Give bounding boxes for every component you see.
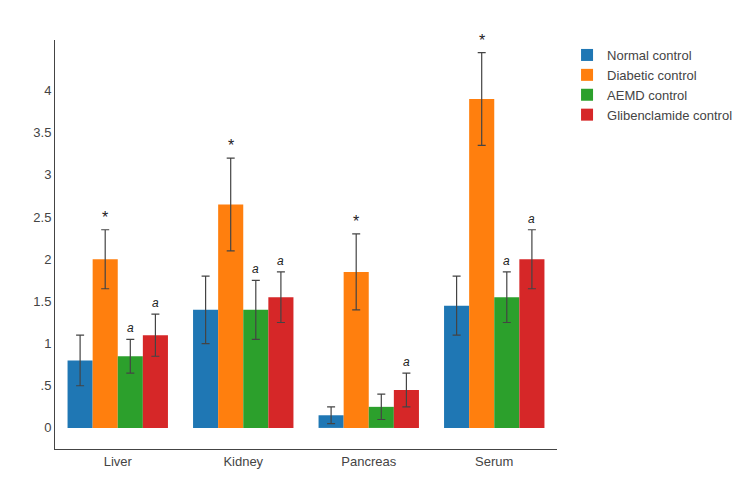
svg-text:3.5: 3.5 (33, 125, 51, 140)
svg-text:Serum: Serum (475, 454, 513, 469)
svg-text:*: * (228, 137, 234, 154)
svg-text:*: * (353, 213, 359, 230)
svg-text:Pancreas: Pancreas (341, 454, 396, 469)
svg-text:a: a (152, 296, 159, 310)
svg-text:2.5: 2.5 (33, 210, 51, 225)
svg-text:2: 2 (44, 252, 51, 267)
svg-text:a: a (503, 254, 510, 268)
svg-text:0: 0 (44, 420, 51, 435)
svg-text:3: 3 (44, 167, 51, 182)
svg-text:Diabetic control: Diabetic control (607, 68, 697, 83)
svg-text:Kidney: Kidney (223, 454, 263, 469)
svg-text:a: a (528, 212, 535, 226)
svg-text:AEMD control: AEMD control (607, 88, 687, 103)
svg-text:4: 4 (44, 83, 51, 98)
svg-text:a: a (277, 254, 284, 268)
svg-text:a: a (127, 321, 134, 335)
svg-text:a: a (252, 262, 259, 276)
svg-text:*: * (102, 209, 108, 226)
svg-text:.5: .5 (41, 378, 52, 393)
svg-text:1: 1 (44, 336, 51, 351)
svg-text:Normal control: Normal control (607, 48, 692, 63)
svg-text:Liver: Liver (104, 454, 133, 469)
svg-text:a: a (403, 355, 410, 369)
svg-text:*: * (479, 32, 485, 49)
svg-text:Glibenclamide control: Glibenclamide control (607, 108, 732, 123)
svg-text:1.5: 1.5 (33, 294, 51, 309)
